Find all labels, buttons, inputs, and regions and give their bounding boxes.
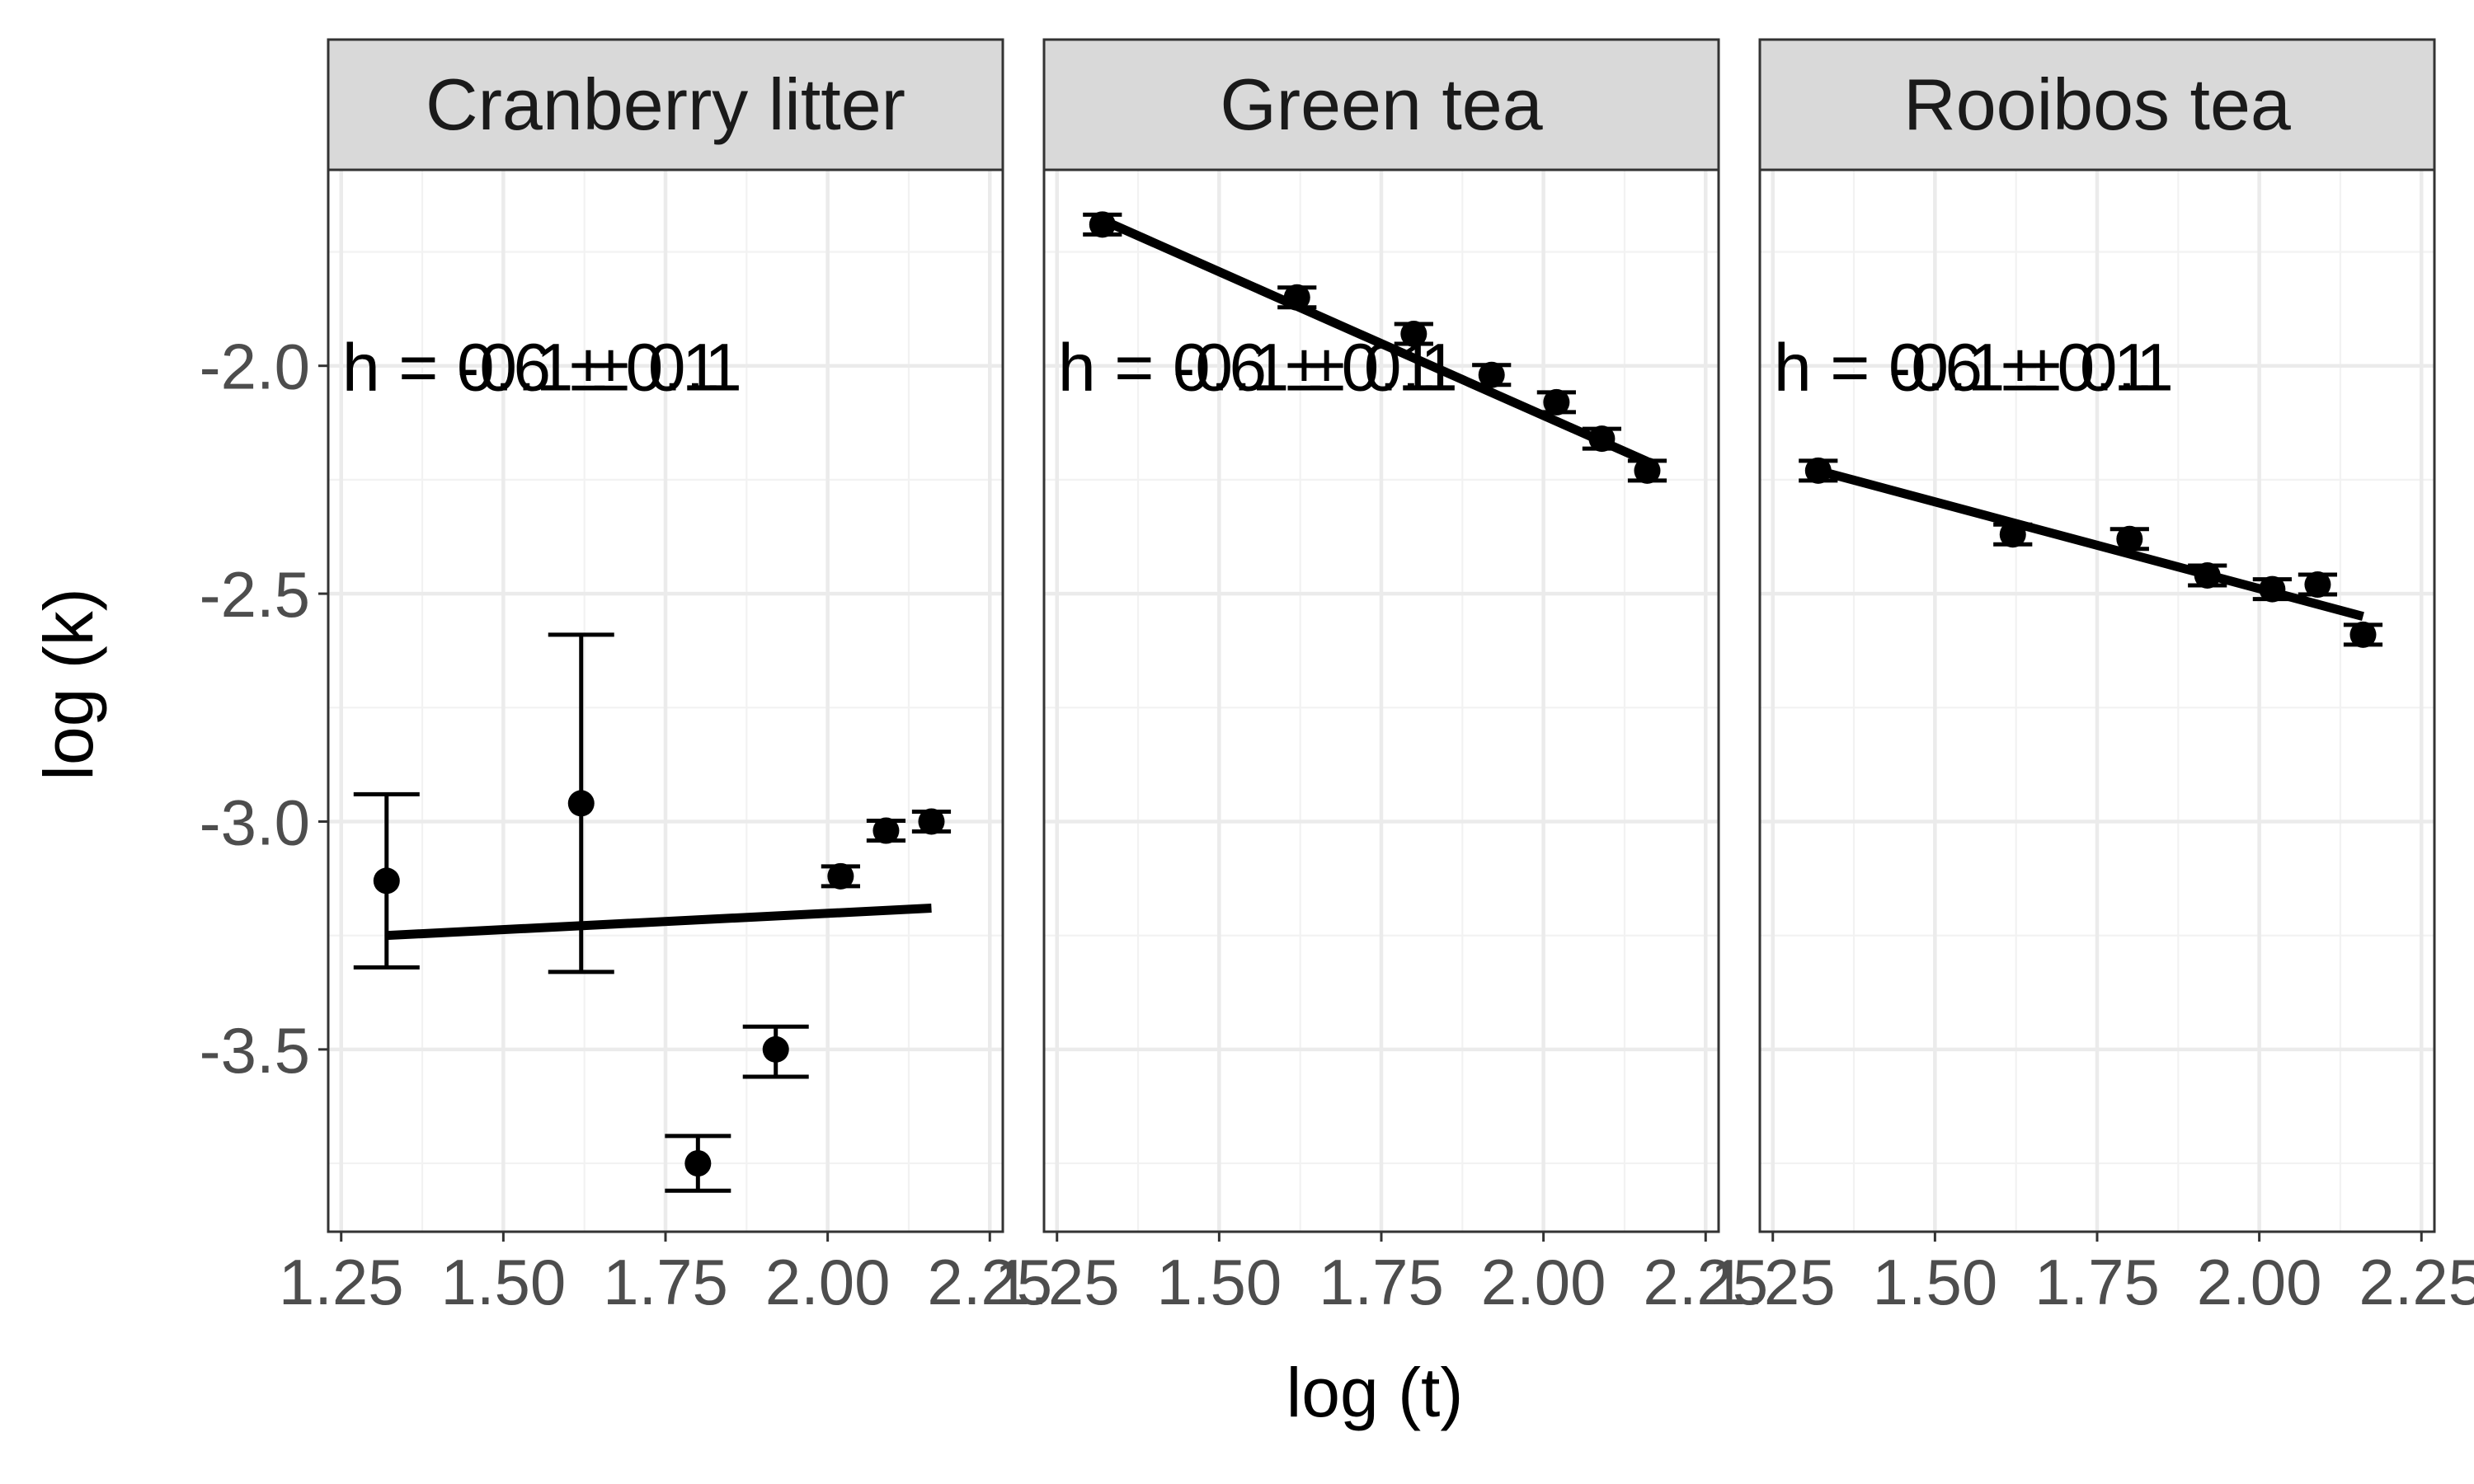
data-point bbox=[2304, 571, 2331, 599]
data-point bbox=[2116, 525, 2143, 552]
x-tick-label: 2.25 bbox=[1643, 1246, 1768, 1318]
x-tick-label: 1.75 bbox=[2034, 1246, 2160, 1318]
data-point bbox=[918, 808, 945, 835]
data-point bbox=[2194, 561, 2221, 589]
x-tick-label: 1.25 bbox=[995, 1246, 1120, 1318]
fit-annotation: h = -0.1 ± 0.1 bbox=[1058, 331, 1458, 406]
facet-strip bbox=[327, 38, 1004, 171]
facet-strip-label: Green tea bbox=[1220, 63, 1542, 145]
fit-line bbox=[386, 904, 932, 941]
facet-strip bbox=[1042, 38, 1720, 171]
fit-annotation: h = 0.6 ± 0.1 bbox=[1774, 331, 2152, 406]
data-point bbox=[1089, 211, 1116, 238]
fit-annotation: h = -0.1 ± 0.1 bbox=[1774, 331, 2174, 406]
data-point bbox=[872, 817, 900, 844]
y-tick-label: -2.5 bbox=[200, 558, 310, 631]
fit-annotation: h = 0.6 ± 0.1 bbox=[342, 331, 720, 406]
x-tick-label: 1.50 bbox=[1156, 1246, 1282, 1318]
x-tick-label: 1.50 bbox=[1872, 1246, 1997, 1318]
x-tick-label: 1.25 bbox=[1710, 1246, 1836, 1318]
data-point bbox=[1283, 284, 1310, 311]
data-point bbox=[1478, 361, 1505, 388]
x-tick-label: 2.25 bbox=[2359, 1246, 2474, 1318]
x-tick-label: 2.00 bbox=[765, 1246, 891, 1318]
facet-panel: h = 0.6 ± 0.1h = -0.1 ± 0.1 Cranberry lit… bbox=[279, 38, 1052, 1318]
data-point bbox=[373, 867, 400, 895]
facet-strip-label: Cranberry litter bbox=[426, 63, 905, 145]
data-point bbox=[567, 790, 595, 817]
x-axis-title: log (t) bbox=[1286, 1354, 1464, 1431]
fit-line bbox=[1100, 215, 1649, 466]
data-point bbox=[684, 1150, 712, 1177]
facet-strip-label: Rooibos tea bbox=[1903, 63, 2291, 145]
x-tick-label: 1.50 bbox=[440, 1246, 566, 1318]
y-axis: -2.0 -2.5 -3.0 -3.5 bbox=[200, 331, 328, 1087]
data-point bbox=[2349, 621, 2377, 648]
data-point bbox=[1804, 457, 1832, 484]
x-tick-label: 2.00 bbox=[1481, 1246, 1606, 1318]
fit-annotation: h = -0.1 ± 0.1 bbox=[342, 331, 742, 406]
facet-panel: h = 0.6 ± 0.1h = -0.1 ± 0.1 Rooibos tea 1.… bbox=[1710, 38, 2474, 1318]
x-tick-label: 2.00 bbox=[2197, 1246, 2322, 1318]
y-tick-label: -3.0 bbox=[200, 786, 310, 858]
x-tick-label: 1.75 bbox=[1319, 1246, 1444, 1318]
x-tick-label: 1.75 bbox=[603, 1246, 728, 1318]
x-tick-label: 1.25 bbox=[279, 1246, 404, 1318]
data-point bbox=[1999, 521, 2026, 548]
x-tick-label: 2.25 bbox=[927, 1246, 1052, 1318]
y-tick-label: -3.5 bbox=[200, 1014, 310, 1087]
data-point bbox=[762, 1036, 789, 1063]
facet-strip bbox=[1758, 38, 2436, 171]
data-point bbox=[1588, 425, 1616, 453]
y-tick-label: -2.0 bbox=[200, 331, 310, 403]
data-point bbox=[1400, 321, 1427, 348]
y-axis-title: log (k) bbox=[30, 588, 107, 780]
data-point bbox=[2259, 575, 2286, 603]
data-point bbox=[1634, 457, 1661, 484]
data-point bbox=[1543, 388, 1570, 416]
data-point bbox=[827, 862, 854, 890]
